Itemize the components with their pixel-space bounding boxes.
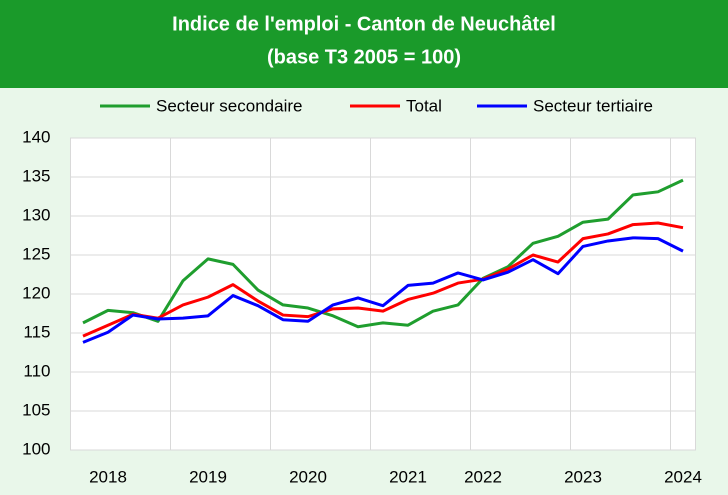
series-line (82, 221, 684, 338)
y-tick-label: 120 (22, 283, 50, 302)
plot-border (70, 137, 696, 451)
y-tick-label: 115 (23, 322, 50, 341)
y-tick-label: 100 (22, 439, 50, 458)
legend-label: Secteur tertiaire (533, 96, 653, 115)
x-tick-label: 2020 (289, 467, 327, 486)
y-tick-label: 125 (22, 244, 50, 263)
legend-label: Secteur secondaire (156, 96, 302, 115)
x-tick-label: 2021 (389, 467, 427, 486)
x-tick-label: 2018 (89, 467, 127, 486)
y-tick-label: 130 (22, 205, 50, 224)
y-tick-label: 105 (22, 400, 50, 419)
series-line (82, 236, 684, 344)
x-tick-label: 2023 (564, 467, 602, 486)
x-tick-label: 2022 (464, 467, 502, 486)
chart-subtitle: (base T3 2005 = 100) (267, 46, 461, 68)
y-tick-label: 140 (22, 127, 50, 146)
x-tick-label: 2024 (664, 467, 702, 486)
y-tick-label: 135 (22, 166, 50, 185)
x-tick-label: 2019 (189, 467, 227, 486)
y-tick-label: 110 (23, 361, 50, 380)
legend-label: Total (406, 96, 442, 115)
chart-title: Indice de l'emploi - Canton de Neuchâtel (172, 13, 556, 35)
series-line (82, 178, 684, 329)
title-banner (0, 0, 728, 88)
